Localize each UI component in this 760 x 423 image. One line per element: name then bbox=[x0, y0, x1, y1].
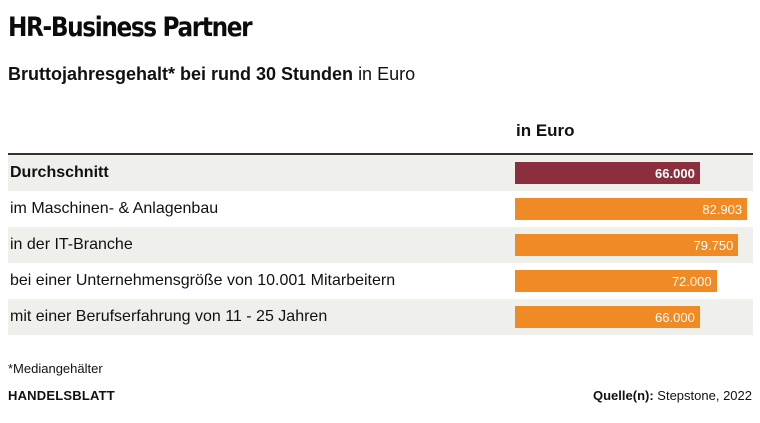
bar-value-label: 82.903 bbox=[702, 201, 743, 217]
source-note: Quelle(n): Stepstone, 2022 bbox=[593, 388, 752, 403]
chart-subtitle: Bruttojahresgehalt* bei rund 30 Stunden … bbox=[8, 64, 415, 85]
table-row: in der IT-Branche 79.750 bbox=[8, 227, 753, 263]
table-row: bei einer Unternehmensgröße von 10.001 M… bbox=[8, 263, 753, 299]
subtitle-unit: in Euro bbox=[358, 64, 416, 84]
bar: 72.000 bbox=[515, 270, 717, 292]
bar: 66.000 bbox=[515, 306, 700, 328]
bar-value-label: 79.750 bbox=[693, 237, 734, 253]
chart-title: HR-Business Partner bbox=[8, 12, 253, 43]
row-label: in der IT-Branche bbox=[10, 236, 133, 253]
source-label: Quelle(n): bbox=[593, 388, 654, 403]
header-divider bbox=[8, 153, 753, 155]
average-bar: 66.000 bbox=[515, 162, 700, 184]
bar: 82.903 bbox=[515, 198, 748, 220]
row-label: mit einer Berufserfahrung von 11 - 25 Ja… bbox=[10, 308, 328, 325]
bar-track: 66.000 bbox=[515, 306, 753, 328]
table-row: im Maschinen- & Anlagenbau 82.903 bbox=[8, 191, 753, 227]
bar-track: 79.750 bbox=[515, 234, 753, 256]
bar-track: 66.000 bbox=[515, 162, 753, 184]
bar-value-label: 72.000 bbox=[671, 273, 712, 289]
bar-value-label: 66.000 bbox=[655, 165, 695, 181]
row-label: bei einer Unternehmensgröße von 10.001 M… bbox=[10, 272, 396, 289]
bar-track: 82.903 bbox=[515, 198, 753, 220]
bar-value-label: 66.000 bbox=[655, 309, 695, 325]
publisher-brand: HANDELSBLATT bbox=[8, 388, 115, 403]
row-label: Durchschnitt bbox=[10, 164, 109, 181]
footnote: *Mediangehälter bbox=[8, 361, 103, 376]
row-label: im Maschinen- & Anlagenbau bbox=[10, 200, 219, 217]
table-row: mit einer Berufserfahrung von 11 - 25 Ja… bbox=[8, 299, 753, 335]
bar-table: Durchschnitt 66.000 im Maschinen- & Anlage… bbox=[8, 155, 753, 335]
bar-track: 72.000 bbox=[515, 270, 753, 292]
subtitle-bold: Bruttojahresgehalt* bei rund 30 Stunden bbox=[8, 64, 354, 84]
average-row: Durchschnitt 66.000 bbox=[8, 155, 753, 191]
bar: 79.750 bbox=[515, 234, 739, 256]
source-text: Stepstone, 2022 bbox=[657, 388, 752, 403]
column-header: in Euro bbox=[516, 121, 575, 140]
